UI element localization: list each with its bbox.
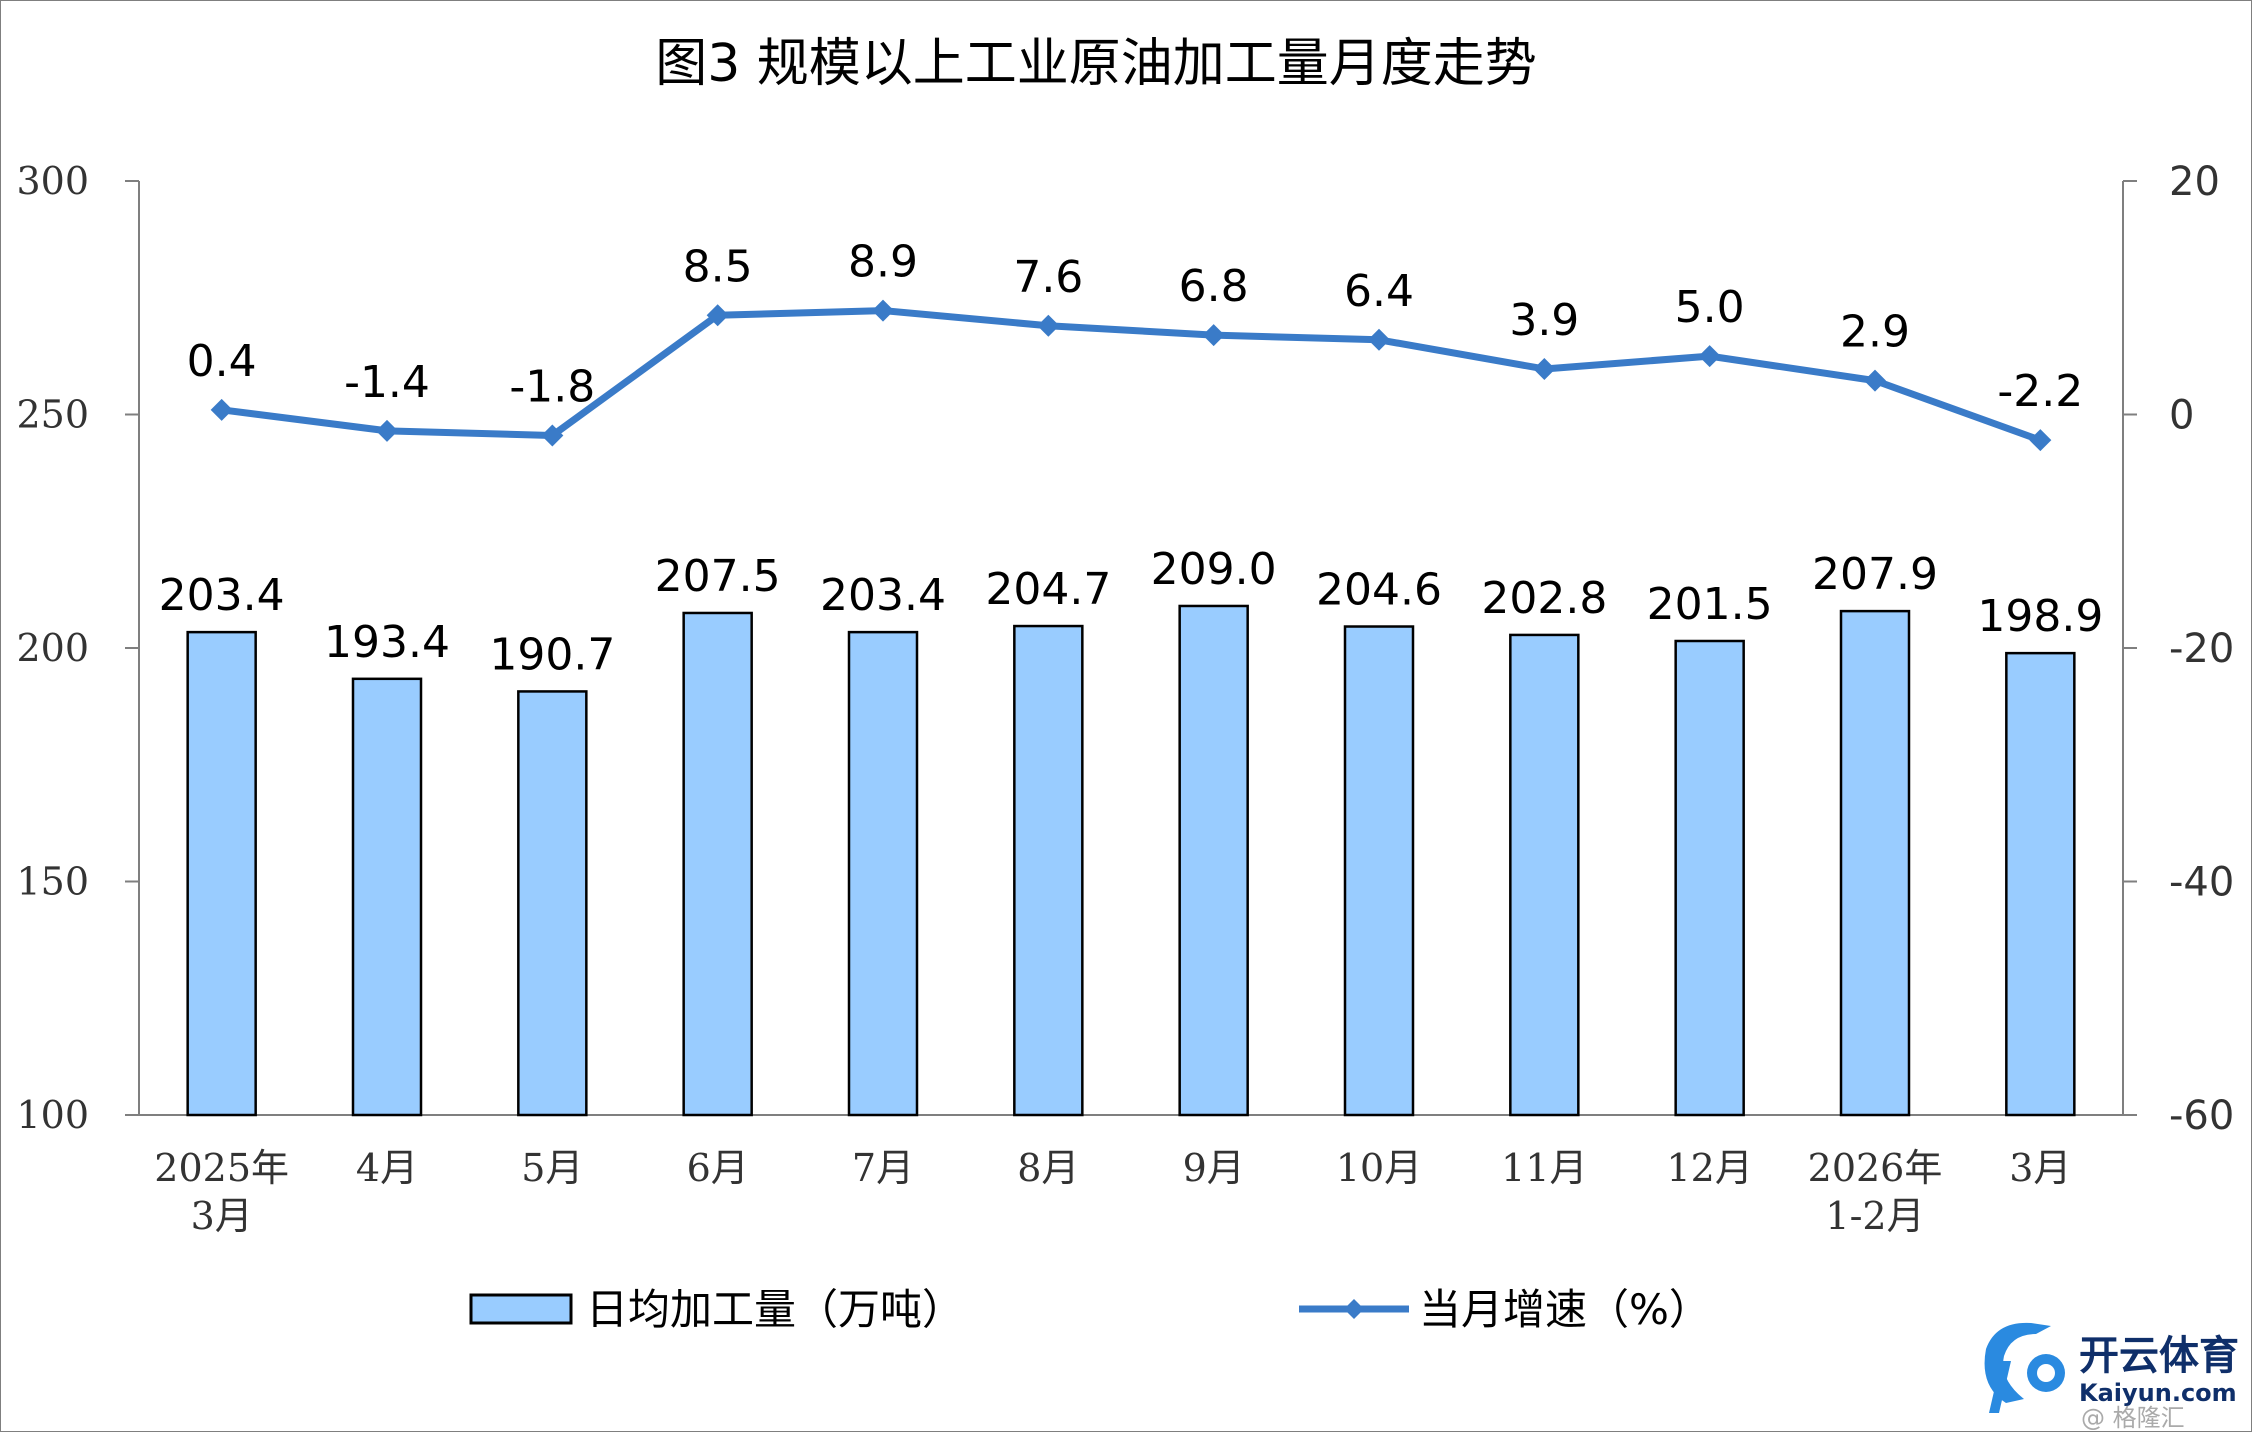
bar	[1178, 604, 1249, 1117]
bar	[682, 611, 753, 1117]
bar	[1674, 639, 1745, 1117]
bar-value-label: 204.6	[1316, 565, 1442, 616]
line-point-marker	[1202, 324, 1225, 347]
line-value-label: 2.9	[1840, 307, 1910, 358]
right-tick-label: -60	[2169, 1093, 2234, 1139]
bar	[1013, 624, 1084, 1117]
watermark-logo-text: 开云体育	[2079, 1333, 2239, 1379]
legend-bar-label: 日均加工量（万吨）	[586, 1285, 964, 1334]
bar-value-label: 207.5	[655, 551, 781, 602]
bar	[1509, 633, 1580, 1117]
bar	[351, 677, 423, 1117]
line-value-label: 8.9	[848, 237, 918, 288]
bar-value-label: 202.8	[1481, 573, 1607, 624]
x-tick-label: 12月	[1666, 1146, 1752, 1190]
right-tick-label: -20	[2169, 626, 2234, 672]
line-value-label: 6.4	[1344, 266, 1414, 317]
x-tick-label: 5月	[521, 1146, 583, 1190]
right-axis-ticks: -60 -40 -20 0 20	[2123, 159, 2234, 1139]
left-tick-label: 250	[16, 393, 89, 437]
x-tick-label: 4月	[356, 1146, 418, 1190]
bar	[1343, 625, 1415, 1117]
line-series	[210, 299, 2052, 452]
line-point-marker	[1864, 369, 1886, 392]
legend-bar-swatch	[469, 1293, 573, 1325]
bar	[2005, 651, 2076, 1117]
bar-value-label: 207.9	[1812, 549, 1938, 600]
bar-series	[186, 604, 2076, 1117]
bar-value-label: 193.4	[324, 617, 450, 668]
kaiyun-logo-icon	[1984, 1322, 2065, 1413]
line-point-marker	[376, 419, 398, 442]
line-point-marker	[2029, 429, 2052, 452]
x-tick-label: 2026年	[1808, 1146, 1943, 1190]
bar	[1839, 609, 1911, 1117]
line-point-marker	[872, 299, 894, 322]
bar	[517, 690, 588, 1117]
chart-title: 图3 规模以上工业原油加工量月度走势	[655, 34, 1537, 94]
x-tick-label: 11月	[1501, 1146, 1587, 1190]
line-point-marker	[1368, 328, 1390, 351]
line-value-label: 5.0	[1675, 282, 1745, 333]
bar	[186, 630, 257, 1117]
line-value-label: 7.6	[1013, 252, 1083, 303]
bar-value-label: 203.4	[820, 570, 946, 621]
bar	[847, 630, 919, 1117]
bar-value-label: 209.0	[1151, 544, 1277, 595]
left-tick-label: 150	[16, 860, 89, 904]
right-tick-label: 0	[2169, 393, 2194, 439]
right-tick-label: -40	[2169, 860, 2234, 906]
left-axis-ticks: 100 150 200 250 300	[16, 159, 139, 1137]
line-point-marker	[1533, 357, 1556, 380]
bar-value-label: 201.5	[1647, 579, 1773, 630]
legend-line-label: 当月增速（%）	[1419, 1285, 1711, 1334]
watermark-sub-text: Kaiyun.com	[2079, 1379, 2237, 1407]
left-tick-label: 300	[16, 159, 89, 203]
line-point-marker	[706, 304, 729, 327]
line-value-label: -1.8	[509, 362, 595, 413]
x-tick-label: 1-2月	[1825, 1194, 1924, 1238]
bar-value-label: 198.9	[1977, 591, 2103, 642]
bar-data-labels: 203.4 193.4 190.7 207.5 203.4 204.7 209.0 204.6…	[159, 544, 2104, 680]
x-tick-label: 3月	[191, 1194, 253, 1238]
left-tick-label: 100	[16, 1093, 89, 1137]
growth-line	[221, 307, 2042, 444]
line-point-marker	[1037, 314, 1060, 337]
line-value-label: 3.9	[1509, 295, 1579, 346]
bar-value-label: 203.4	[159, 570, 285, 621]
left-tick-label: 200	[16, 626, 89, 670]
line-value-label: 0.4	[187, 336, 257, 387]
line-point-marker	[210, 398, 233, 421]
line-value-label: -2.2	[1997, 366, 2083, 417]
x-tick-label: 7月	[852, 1146, 914, 1190]
x-tick-label: 8月	[1017, 1146, 1079, 1190]
line-value-label: 8.5	[683, 241, 753, 292]
x-tick-label: 10月	[1336, 1146, 1422, 1190]
x-tick-label: 3月	[2009, 1146, 2071, 1190]
legend-line-marker	[1344, 1299, 1364, 1319]
legend: 日均加工量（万吨） 当月增速（%）	[469, 1285, 1711, 1334]
x-tick-label: 9月	[1183, 1146, 1245, 1190]
line-value-label: 6.8	[1179, 261, 1249, 312]
line-value-label: -1.4	[344, 357, 430, 408]
line-data-labels: 0.4 -1.4 -1.8 8.5 8.9 7.6 6.8 6.4 3.9 5.0 2.9 -2.2	[187, 237, 2084, 418]
bar-value-label: 204.7	[985, 564, 1111, 615]
bar-value-label: 190.7	[489, 629, 615, 680]
line-point-marker	[1698, 345, 1721, 368]
x-tick-label: 6月	[687, 1146, 749, 1190]
x-tick-label: 2025年	[154, 1146, 289, 1190]
watermark: 开云体育 Kaiyun.com @ 格隆汇	[1984, 1322, 2239, 1432]
watermark-credit: @ 格隆汇	[2081, 1404, 2185, 1431]
right-tick-label: 20	[2169, 159, 2220, 205]
line-point-marker	[541, 424, 564, 447]
